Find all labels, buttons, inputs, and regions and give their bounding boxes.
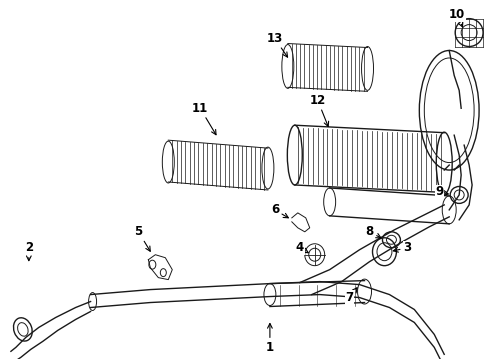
Text: 7: 7 [345, 288, 356, 304]
Text: 11: 11 [192, 102, 216, 135]
Text: 8: 8 [365, 225, 380, 238]
Text: 1: 1 [265, 324, 273, 354]
Text: 13: 13 [266, 32, 287, 57]
Text: 12: 12 [309, 94, 328, 126]
Text: 6: 6 [270, 203, 288, 218]
Text: 3: 3 [392, 241, 410, 254]
Text: 5: 5 [134, 225, 150, 251]
Text: 9: 9 [434, 185, 447, 198]
Text: 10: 10 [448, 8, 465, 27]
Text: 2: 2 [25, 241, 33, 261]
Text: 4: 4 [295, 241, 307, 254]
